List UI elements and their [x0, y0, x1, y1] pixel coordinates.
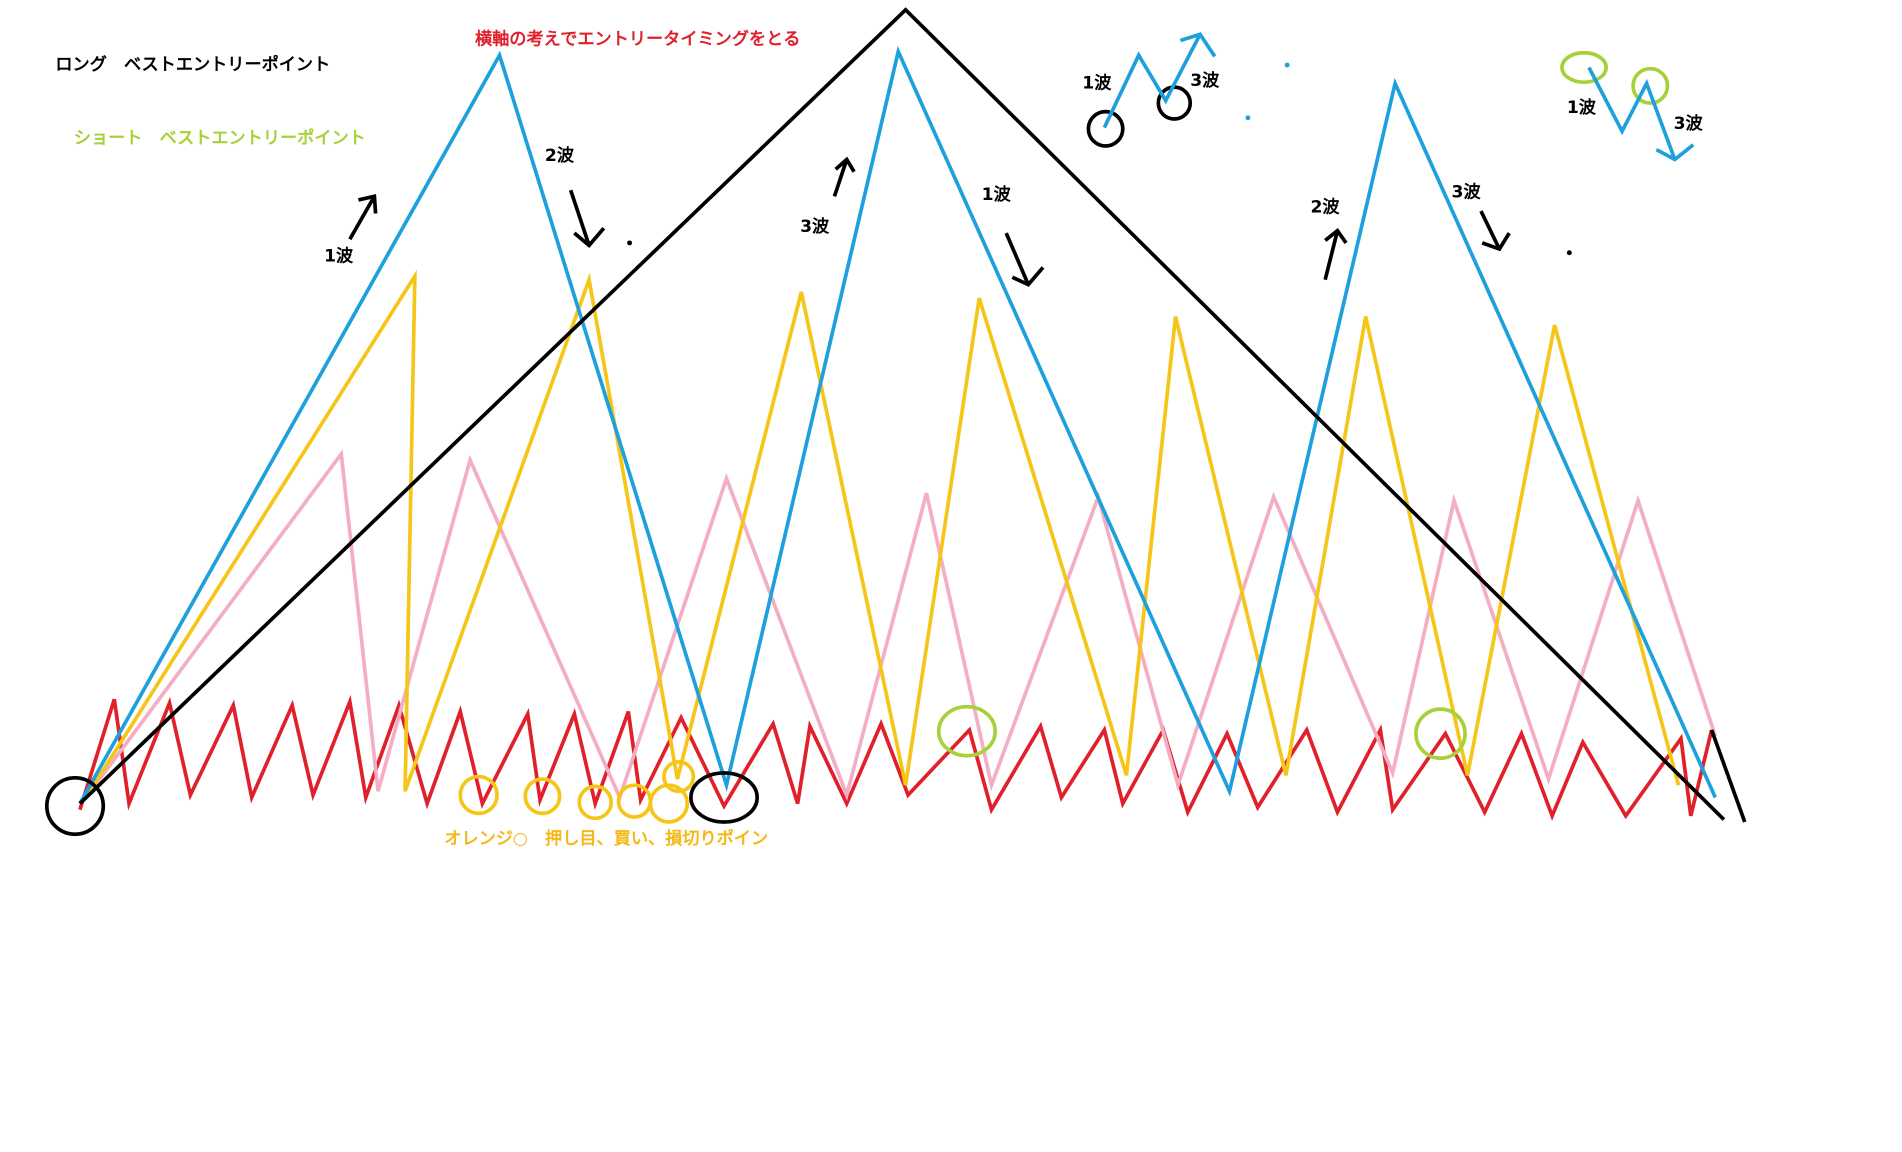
lines — [78, 7, 1747, 823]
circle — [662, 760, 696, 794]
arrow — [1004, 232, 1045, 287]
dots — [627, 62, 1572, 256]
wave-label: 1波 — [1567, 97, 1597, 118]
long-label: ロング ベストエントリーポイント — [55, 54, 330, 75]
wave-label: 3波 — [1190, 70, 1220, 91]
mini-wave — [1587, 66, 1695, 162]
wave-label: 1波 — [982, 184, 1012, 205]
circle — [523, 777, 562, 816]
arrow — [832, 156, 856, 197]
dot — [1566, 250, 1572, 256]
circle — [458, 774, 499, 816]
wave-label: 3波 — [800, 216, 830, 237]
wave-label: 2波 — [545, 145, 575, 166]
arrows — [348, 156, 1511, 287]
wave-label: 1波 — [1082, 72, 1112, 93]
circle — [1414, 707, 1467, 761]
circle — [1560, 50, 1608, 85]
arrow — [1323, 227, 1348, 281]
circle — [1086, 109, 1125, 148]
circle — [616, 783, 653, 819]
mini-waves — [1102, 32, 1695, 162]
heading: 横軸の考えでエントリータイミングをとる — [475, 28, 800, 49]
short-label: ショート ベストエントリーポイント — [74, 128, 366, 149]
dot — [627, 240, 633, 246]
wave-label: 3波 — [1674, 113, 1704, 134]
circle — [689, 771, 759, 824]
mini-wave — [1102, 32, 1217, 129]
circle — [577, 784, 614, 821]
black-wave — [78, 7, 1726, 821]
dot — [1245, 115, 1251, 121]
pink-wave — [84, 449, 1718, 803]
black-tail — [1709, 729, 1747, 823]
circle — [44, 775, 106, 837]
blue-wave — [78, 45, 1717, 805]
circles — [44, 50, 1670, 837]
arrow — [1479, 210, 1511, 252]
circle — [1631, 66, 1670, 105]
circle — [1156, 85, 1193, 121]
wave-label: 2波 — [1310, 196, 1340, 217]
wave-label: 3波 — [1452, 182, 1482, 203]
dot — [1284, 62, 1290, 68]
yellow-wave — [84, 269, 1681, 799]
arrow — [568, 189, 606, 248]
circle — [936, 704, 998, 758]
wave-label: 1波 — [324, 245, 354, 266]
arrow — [348, 194, 378, 241]
red-zigzag — [78, 694, 1714, 821]
orange-note: オレンジ○ 押し目、買い、損切りポイン — [444, 828, 768, 849]
